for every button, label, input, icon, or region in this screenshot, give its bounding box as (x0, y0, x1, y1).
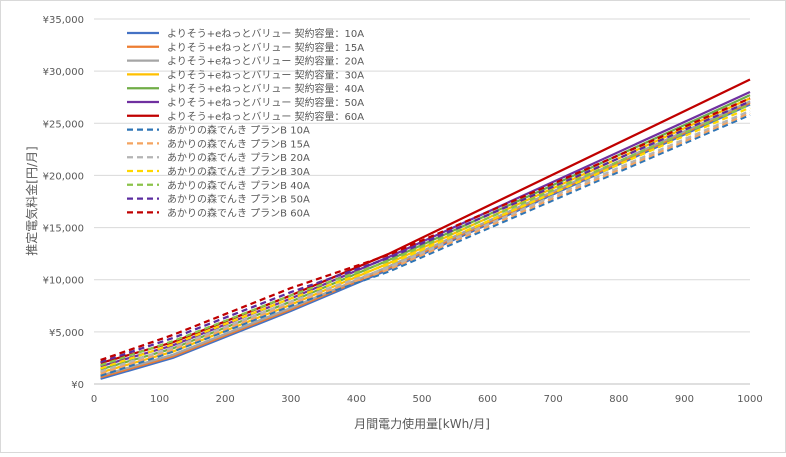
x-tick-label: 700 (544, 394, 563, 405)
legend-label: あかりの森でんき プランB 20A (167, 151, 310, 164)
x-axis-ticks: 0 100 200 300 400 500 600 700 800 900 1000 (91, 394, 763, 405)
x-tick-label: 800 (609, 394, 628, 405)
series-line-10 (100, 109, 751, 373)
series-line-2 (100, 101, 751, 379)
series-line-14 (100, 97, 751, 362)
x-tick-label: 600 (478, 394, 497, 405)
legend-label: よりそう+eねっとバリュー 契約容量：40A (167, 82, 364, 95)
y-axis-ticks: ¥0 ¥5,000 ¥10,000 ¥15,000 ¥20,000 ¥25,000 ¥30,… (43, 15, 84, 391)
series-line-9 (100, 111, 751, 375)
series-lines (100, 78, 751, 380)
legend-label: よりそう+eねっとバリュー 契約容量：15A (167, 41, 364, 54)
legend-label: あかりの森でんき プランB 15A (167, 137, 310, 150)
legend-label: あかりの森でんき プランB 30A (167, 165, 310, 178)
x-tick-label: 200 (216, 394, 235, 405)
x-tick-label: 0 (91, 394, 97, 405)
legend-label: よりそう+eねっとバリュー 契約容量：20A (167, 55, 364, 68)
y-tick-label: ¥15,000 (43, 224, 84, 235)
y-tick-label: ¥0 (71, 380, 84, 391)
x-tick-label: 300 (281, 394, 300, 405)
x-tick-label: 100 (150, 394, 169, 405)
x-tick-label: 900 (675, 394, 694, 405)
legend-label: あかりの森でんき プランB 50A (167, 193, 310, 206)
series-line-11 (100, 106, 751, 370)
x-axis-label: 月間電力使用量[kWh/月] (354, 416, 490, 431)
series-line-8 (100, 113, 751, 377)
legend-label: あかりの森でんき プランB 60A (167, 206, 310, 219)
series-line-3 (100, 100, 751, 377)
legend-label: よりそう+eねっとバリュー 契約容量：10A (167, 27, 364, 40)
y-axis-label: 推定電気料金[円/月] (24, 146, 39, 255)
series-line-1 (100, 103, 751, 380)
gridlines (94, 18, 750, 385)
x-tick-label: 400 (347, 394, 366, 405)
legend-label: あかりの森でんき プランB 10A (167, 124, 310, 137)
series-line-13 (100, 100, 751, 364)
legend-label: よりそう+eねっとバリュー 契約容量：30A (167, 68, 364, 81)
series-line-12 (100, 103, 751, 367)
x-tick-label: 1000 (737, 394, 762, 405)
legend-label: あかりの森でんき プランB 40A (167, 179, 310, 192)
y-tick-label: ¥10,000 (43, 276, 84, 287)
x-tick-label: 500 (412, 394, 431, 405)
legend-label: よりそう+eねっとバリュー 契約容量：60A (167, 110, 364, 123)
y-tick-label: ¥30,000 (43, 67, 84, 78)
y-tick-label: ¥35,000 (43, 15, 84, 26)
y-tick-label: ¥5,000 (49, 328, 84, 339)
y-tick-label: ¥25,000 (43, 119, 84, 130)
legend-label: よりそう+eねっとバリュー 契約容量：50A (167, 96, 364, 109)
y-tick-label: ¥20,000 (43, 171, 84, 182)
